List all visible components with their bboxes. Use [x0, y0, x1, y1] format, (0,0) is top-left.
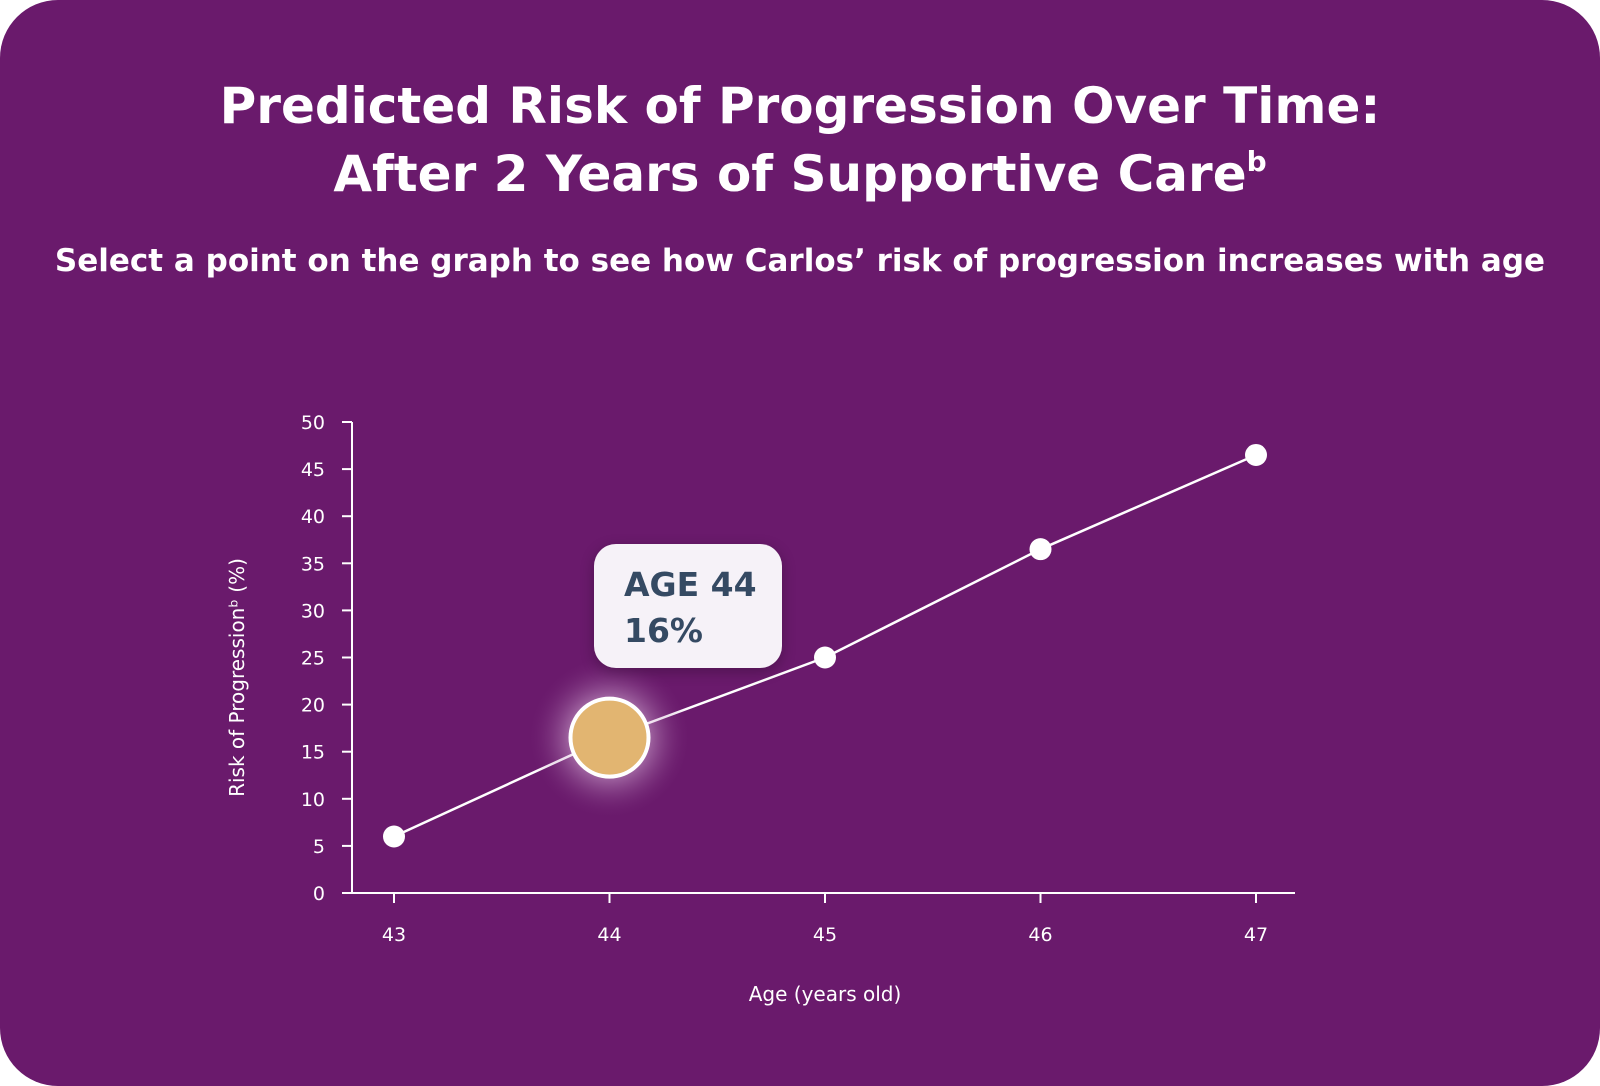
x-axis-title: Age (years old) — [749, 982, 902, 1006]
tooltip-age: AGE 44 — [624, 565, 757, 604]
y-tick-label: 40 — [301, 506, 325, 528]
y-tick-label: 35 — [301, 553, 325, 575]
y-tick-label: 45 — [301, 459, 325, 481]
y-tick-label: 50 — [301, 412, 325, 434]
y-tick-label: 0 — [313, 883, 325, 905]
x-tick-label: 44 — [597, 924, 621, 946]
data-point[interactable] — [1245, 443, 1267, 466]
x-tick-label: 45 — [813, 924, 837, 946]
data-points[interactable] — [383, 443, 1267, 848]
y-axis-ticks: 0 5 10 15 20 25 30 35 40 45 50 — [301, 412, 352, 905]
y-tick-label: 25 — [301, 648, 325, 670]
y-tick-label: 20 — [301, 695, 325, 717]
y-axis-title: Risk of Progressionᵇ (%) — [225, 558, 249, 797]
x-tick-label: 43 — [382, 924, 406, 946]
title-line-2: After 2 Years of Supportive Careb — [0, 140, 1600, 208]
x-tick-label: 47 — [1244, 924, 1268, 946]
selected-point-tooltip: AGE 44 16% — [594, 544, 782, 668]
y-tick-label: 30 — [301, 600, 325, 622]
title-line-2-text: After 2 Years of Supportive Care — [333, 145, 1247, 203]
selected-data-point[interactable] — [568, 696, 651, 779]
y-tick-label: 5 — [313, 836, 325, 858]
series-line — [393, 453, 1257, 838]
y-tick-label: 15 — [301, 742, 325, 764]
series-line-group — [393, 453, 1257, 838]
data-point[interactable] — [383, 825, 405, 848]
chart-title: Predicted Risk of Progression Over Time:… — [0, 72, 1600, 208]
x-axis-ticks: 43 44 45 46 47 — [382, 893, 1268, 946]
data-point[interactable] — [814, 646, 836, 669]
tooltip-risk: 16% — [624, 611, 703, 650]
title-footnote-marker: b — [1246, 145, 1267, 178]
title-line-1: Predicted Risk of Progression Over Time: — [219, 77, 1381, 135]
data-point[interactable] — [1029, 538, 1052, 561]
y-tick-label: 10 — [301, 789, 325, 811]
x-tick-label: 46 — [1028, 924, 1052, 946]
chart-instructions: Select a point on the graph to see how C… — [54, 243, 1546, 279]
